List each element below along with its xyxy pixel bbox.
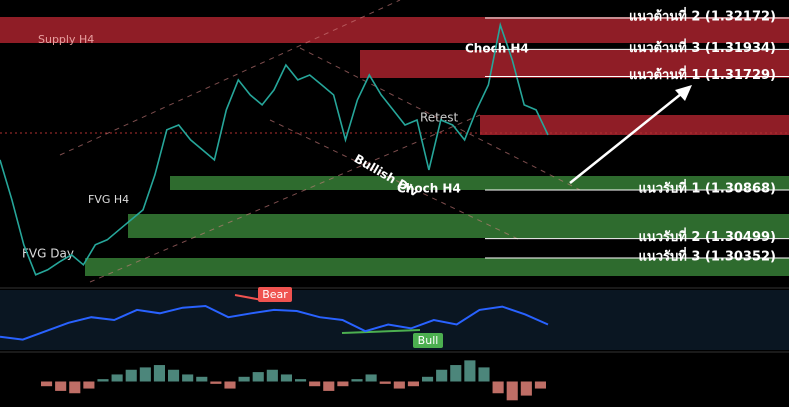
label-box — [258, 287, 292, 302]
divergence-line — [341, 329, 421, 334]
series-line — [0, 21, 549, 276]
level-label: แนวรับที่ 3 (1.30352) — [638, 246, 776, 264]
channel — [59, 0, 581, 283]
histogram-bar — [224, 381, 236, 389]
histogram-bar — [139, 367, 151, 382]
histogram-bar — [407, 381, 419, 387]
histogram-bar — [153, 365, 165, 382]
histogram-bar — [464, 360, 476, 382]
annotation: FVG Day — [22, 247, 74, 261]
level-label: แนวรับที่ 1 (1.30868) — [638, 178, 776, 196]
histogram-bar — [323, 381, 335, 391]
histogram-bar — [69, 381, 81, 394]
histogram-bar — [238, 376, 250, 382]
histogram-bar — [182, 374, 194, 382]
arrow-head — [675, 85, 692, 101]
histogram-bar — [534, 381, 546, 389]
histogram-bar — [309, 381, 321, 387]
histogram-bar — [111, 374, 123, 382]
level-label: แนวต้านที่ 2 (1.32172) — [629, 7, 776, 25]
histogram-bar — [492, 381, 504, 394]
histogram-bar — [266, 369, 278, 382]
histogram-bar — [295, 379, 307, 382]
series-line — [0, 304, 549, 341]
arrow — [569, 89, 687, 184]
histogram-bar — [97, 379, 109, 382]
histogram-bar — [393, 381, 405, 389]
annotation: Supply H4 — [38, 33, 94, 46]
histogram-bar — [210, 381, 222, 384]
level-label: แนวต้านที่ 3 (1.31934) — [629, 38, 776, 56]
histogram-bar — [168, 369, 180, 382]
histogram-bar — [196, 376, 208, 382]
support-zone — [170, 176, 789, 190]
histogram-bar — [379, 381, 391, 384]
annotation: Bear — [262, 288, 288, 301]
rsi-panel — [0, 290, 789, 350]
histogram-bar — [41, 381, 53, 387]
level-label: แนวต้านที่ 1 (1.31729) — [629, 65, 776, 83]
histogram-bar — [252, 372, 264, 382]
label-box — [413, 333, 443, 348]
histogram-bar — [280, 374, 292, 382]
annotation: Choch H4 — [465, 42, 529, 56]
histogram-bar — [478, 367, 490, 382]
support-zone — [128, 214, 789, 238]
histogram-bar — [422, 376, 434, 382]
histogram-bar — [337, 381, 349, 387]
annotation: FVG H4 — [88, 193, 129, 206]
histogram-bar — [436, 369, 448, 382]
histogram-bar — [351, 379, 363, 382]
histogram-bar — [125, 369, 137, 382]
annotation: Choch H4 — [397, 182, 461, 196]
annotation: Retest — [420, 111, 459, 125]
histogram-bar — [83, 381, 95, 389]
supply-zone — [0, 17, 789, 43]
resistance-zone — [480, 115, 789, 135]
histogram-bar — [506, 381, 518, 401]
level-label: แนวรับที่ 2 (1.30499) — [638, 227, 776, 245]
annotation: Bull — [418, 334, 439, 347]
divergence-line — [234, 294, 263, 301]
histogram-bar — [55, 381, 67, 391]
histogram-bar — [365, 374, 377, 382]
histogram-bar — [450, 365, 462, 382]
resistance-zone — [360, 50, 789, 78]
support-zone — [85, 258, 789, 276]
histogram-bar — [520, 381, 532, 396]
